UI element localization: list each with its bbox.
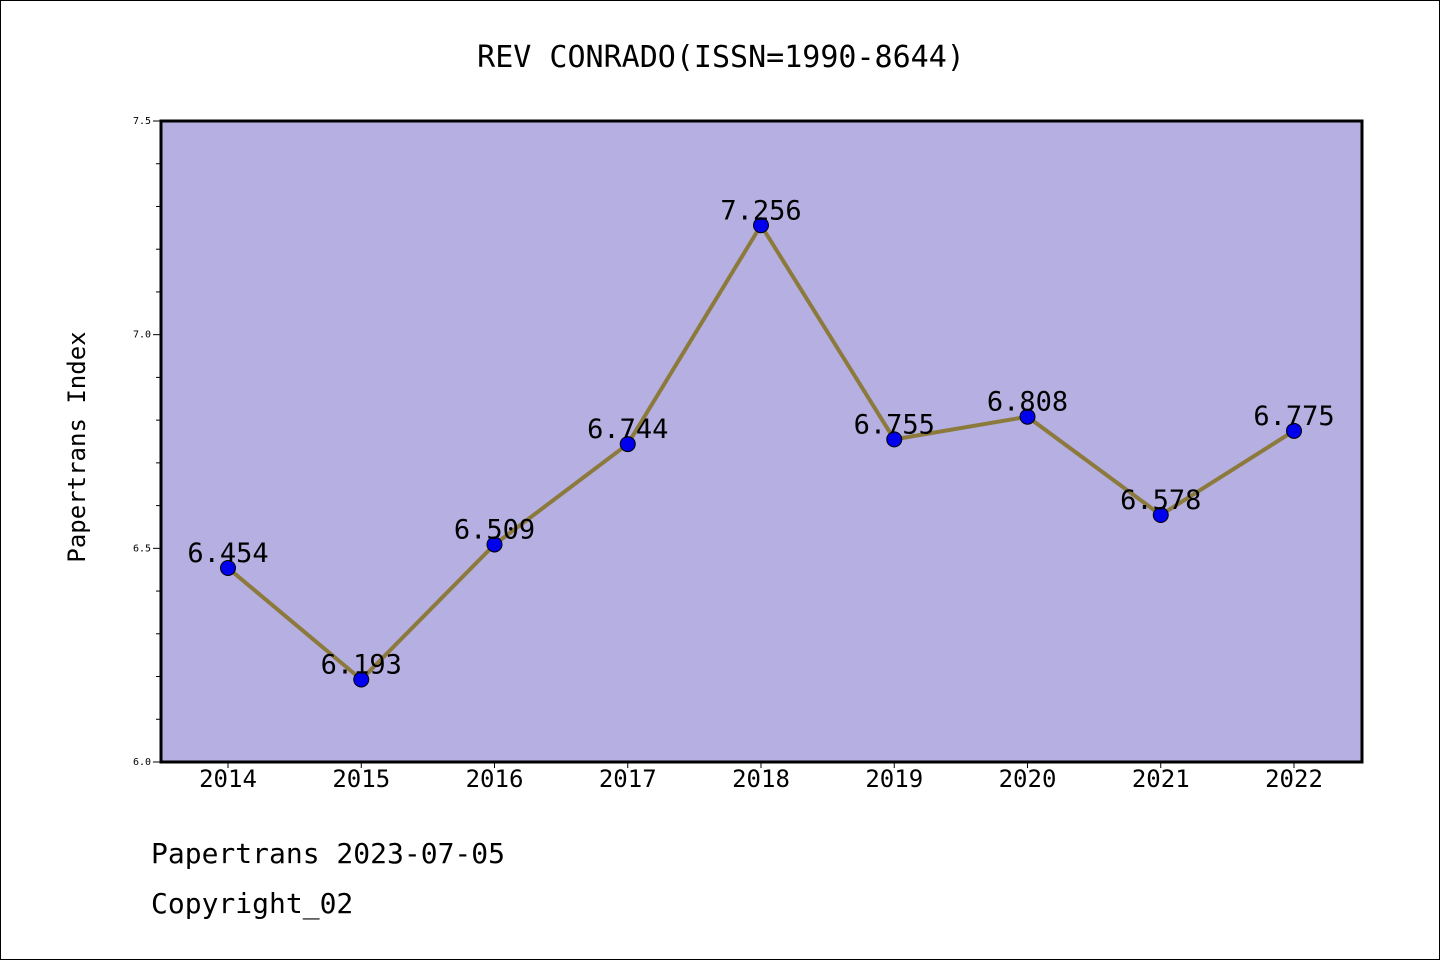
data-point <box>1019 408 1036 425</box>
footer-copyright: Copyright_02 <box>151 887 354 920</box>
data-point <box>353 671 370 688</box>
data-label: 6.193 <box>321 650 402 681</box>
y-tick-label: 7.0 <box>133 330 151 341</box>
data-point <box>1152 507 1169 524</box>
data-point <box>220 559 236 576</box>
x-tick-label: 2016 <box>466 765 524 793</box>
x-tick-label: 2021 <box>1132 765 1190 793</box>
x-tick-label: 2018 <box>732 765 790 793</box>
data-label: 6.744 <box>587 414 668 445</box>
y-tick-label: 7.5 <box>133 116 151 127</box>
data-label: 6.808 <box>987 387 1068 418</box>
data-point <box>486 536 503 553</box>
y-tick-label: 6.5 <box>133 543 151 554</box>
data-label: 6.509 <box>454 514 535 545</box>
x-tick-label: 2014 <box>199 765 257 793</box>
data-label: 7.256 <box>720 195 801 226</box>
chart-title: REV CONRADO(ISSN=1990-8644) <box>477 40 965 75</box>
data-label: 6.578 <box>1120 485 1201 516</box>
y-axis: 6.0 6.5 7.0 7.5 <box>133 116 161 768</box>
series-layer: 6.454 6.193 6.509 6.744 7.256 6.755 6.808 6.578… <box>187 195 1335 688</box>
footer-date: Papertrans 2023-07-05 <box>151 837 506 870</box>
x-tick-label: 2017 <box>599 765 657 793</box>
data-label: 6.775 <box>1253 401 1334 432</box>
data-label: 6.454 <box>187 538 268 569</box>
data-point <box>753 217 769 234</box>
y-axis-label: Papertrans Index <box>63 331 91 562</box>
y-tick-label: 6.0 <box>133 757 151 768</box>
data-point <box>619 436 636 453</box>
data-label: 6.755 <box>854 409 935 440</box>
x-tick-label: 2015 <box>332 765 390 793</box>
x-tick-label: 2020 <box>999 765 1057 793</box>
data-point <box>886 431 903 448</box>
x-tick-label: 2019 <box>865 765 923 793</box>
data-point <box>1286 422 1302 439</box>
x-tick-label: 2022 <box>1265 765 1323 793</box>
x-axis: 2014 2015 2016 2017 2018 2019 2020 2021 2022 <box>199 762 1323 793</box>
